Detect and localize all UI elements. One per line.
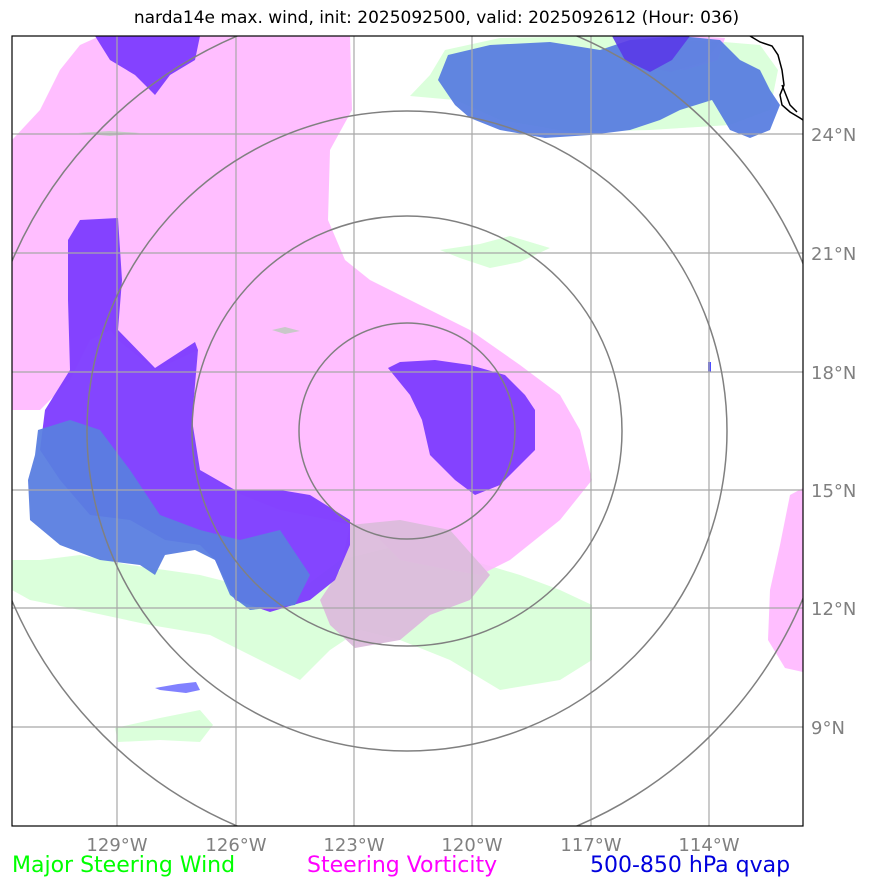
qvap-area-small: [155, 682, 200, 693]
lon-label: 117°W: [560, 835, 621, 856]
lon-label: 129°W: [86, 835, 147, 856]
lon-label: 114°W: [678, 835, 739, 856]
lat-label: 9°N: [811, 718, 845, 739]
range-ring-inner: [298, 322, 516, 540]
grey-speck-1: [272, 327, 300, 334]
legend-steering-wind: Major Steering Wind: [12, 853, 236, 878]
range-ring-outer: [86, 110, 728, 752]
vorticity-area-east: [768, 488, 803, 672]
lon-label: 126°W: [205, 835, 266, 856]
lat-label: 12°N: [811, 599, 856, 620]
qvap-area-northeast-top: [612, 36, 690, 72]
longitude-labels: 129°W 126°W 123°W 120°W 117°W 114°W: [86, 835, 739, 856]
qvap-area-center: [388, 360, 535, 495]
lat-label: 21°N: [811, 244, 856, 265]
lat-label: 18°N: [811, 363, 856, 384]
graticule: [12, 36, 803, 826]
map-title: narda14e max. wind, init: 2025092500, va…: [133, 8, 740, 28]
legend-steering-vorticity: Steering Vorticity: [307, 853, 498, 878]
wind-area-southwest: [115, 710, 213, 742]
coastline: [749, 36, 803, 121]
range-ring-middle: [191, 215, 623, 647]
range-rings: [12, 36, 803, 826]
map-frame: [11, 35, 804, 827]
lat-label: 24°N: [811, 125, 856, 146]
wind-area-small: [440, 236, 550, 268]
overlap-area-south: [320, 520, 490, 648]
latitude-labels: 24°N 21°N 18°N 15°N 12°N 9°N: [811, 125, 856, 739]
lon-label: 123°W: [323, 835, 384, 856]
lat-label: 15°N: [811, 481, 856, 502]
lon-label: 120°W: [441, 835, 502, 856]
legend-qvap: 500-850 hPa qvap: [590, 853, 791, 878]
qvap-area-northwest: [95, 36, 200, 95]
qvap-area-west-lower: [28, 420, 310, 610]
qvap-area-northeast: [438, 36, 780, 138]
